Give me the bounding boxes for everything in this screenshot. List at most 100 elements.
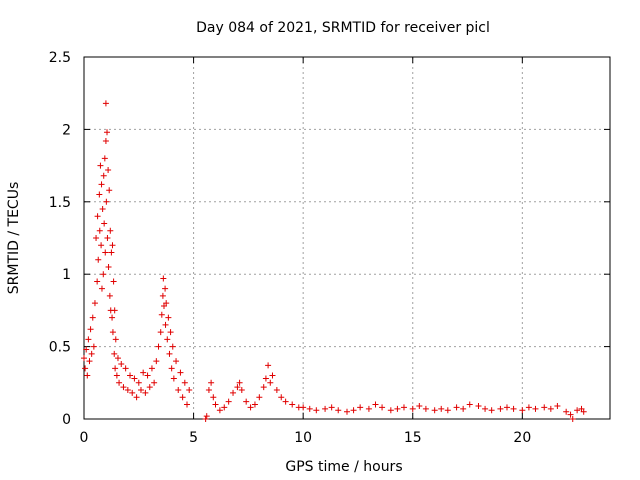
data-point: [91, 300, 98, 307]
data-point: [567, 411, 574, 418]
data-point: [102, 249, 109, 256]
y-tick-label: 1.5: [49, 195, 71, 211]
data-point: [251, 401, 258, 408]
data-point: [205, 387, 212, 394]
x-tick-label: 20: [513, 430, 531, 446]
data-point: [116, 379, 123, 386]
data-point: [129, 389, 136, 396]
data-point: [547, 405, 554, 412]
y-tick-label: 2.5: [49, 50, 71, 66]
data-point: [519, 407, 526, 414]
data-point: [107, 227, 114, 234]
data-point: [422, 405, 429, 412]
data-point: [400, 404, 407, 411]
data-point: [111, 350, 118, 357]
data-point: [453, 404, 460, 411]
data-point: [186, 387, 193, 394]
data-point: [151, 379, 158, 386]
data-point: [113, 372, 120, 379]
data-point: [101, 155, 108, 162]
data-point: [313, 407, 320, 414]
data-point: [475, 402, 482, 409]
data-point: [96, 191, 103, 198]
data-point: [416, 402, 423, 409]
data-point: [137, 387, 144, 394]
data-point: [98, 242, 105, 249]
data-point: [344, 408, 350, 415]
data-point: [102, 100, 109, 107]
data-point: [230, 389, 237, 396]
data-point: [179, 394, 186, 401]
data-point: [104, 129, 111, 136]
data-point: [379, 404, 386, 411]
data-point: [569, 416, 576, 422]
data-point: [110, 278, 117, 285]
data-point: [97, 162, 104, 169]
data-point: [101, 220, 108, 227]
data-point: [160, 275, 167, 282]
data-point: [94, 278, 101, 285]
data-point: [114, 355, 121, 362]
data-point: [100, 172, 107, 179]
data-point: [488, 407, 495, 414]
data-point: [122, 365, 129, 372]
data-point: [108, 249, 115, 256]
data-point: [278, 394, 285, 401]
data-point: [202, 416, 209, 422]
data-point: [267, 379, 274, 386]
x-tick-label: 10: [294, 430, 312, 446]
data-point: [431, 407, 438, 414]
x-axis-label: GPS time / hours: [285, 459, 402, 475]
data-point: [140, 369, 147, 376]
data-point: [525, 404, 532, 411]
data-point: [282, 398, 289, 405]
data-point: [164, 336, 171, 343]
data-point: [165, 314, 172, 321]
y-tick-labels: 0 0.5 1 1.5 2 2.5: [49, 50, 71, 428]
x-tick-label: 5: [189, 430, 198, 446]
data-point: [81, 355, 87, 362]
data-point: [88, 350, 95, 357]
data-point: [99, 206, 106, 213]
data-point: [124, 387, 131, 394]
data-point: [210, 394, 217, 401]
gridlines: [84, 57, 610, 419]
data-point: [94, 213, 101, 220]
data-point: [212, 401, 219, 408]
data-point: [497, 405, 504, 412]
data-point: [109, 329, 116, 336]
data-point: [563, 408, 570, 415]
data-point: [221, 404, 228, 411]
data-point: [144, 372, 151, 379]
data-point: [216, 407, 223, 414]
data-point: [127, 372, 134, 379]
data-point: [580, 408, 587, 415]
data-point: [106, 292, 113, 299]
data-point: [131, 375, 138, 382]
data-point: [170, 375, 177, 382]
axis-ticks: [83, 56, 610, 420]
data-point: [105, 263, 112, 270]
data-point: [153, 358, 160, 365]
data-point: [168, 365, 175, 372]
data-point: [109, 242, 116, 249]
data-point: [444, 407, 451, 414]
data-point: [365, 405, 372, 412]
data-point: [482, 405, 489, 412]
data-point: [82, 365, 89, 372]
data-point: [98, 285, 105, 292]
data-point: [256, 394, 263, 401]
data-point: [103, 198, 110, 205]
data-point: [238, 387, 245, 394]
data-point: [86, 358, 93, 365]
data-point: [159, 292, 166, 299]
data-point: [167, 329, 174, 336]
data-point: [162, 321, 169, 328]
data-point: [120, 384, 127, 391]
data-point: [166, 350, 173, 357]
data-point: [162, 285, 169, 292]
data-point: [203, 413, 210, 420]
data-point: [133, 394, 140, 401]
data-point: [148, 365, 155, 372]
data-point: [409, 405, 416, 412]
